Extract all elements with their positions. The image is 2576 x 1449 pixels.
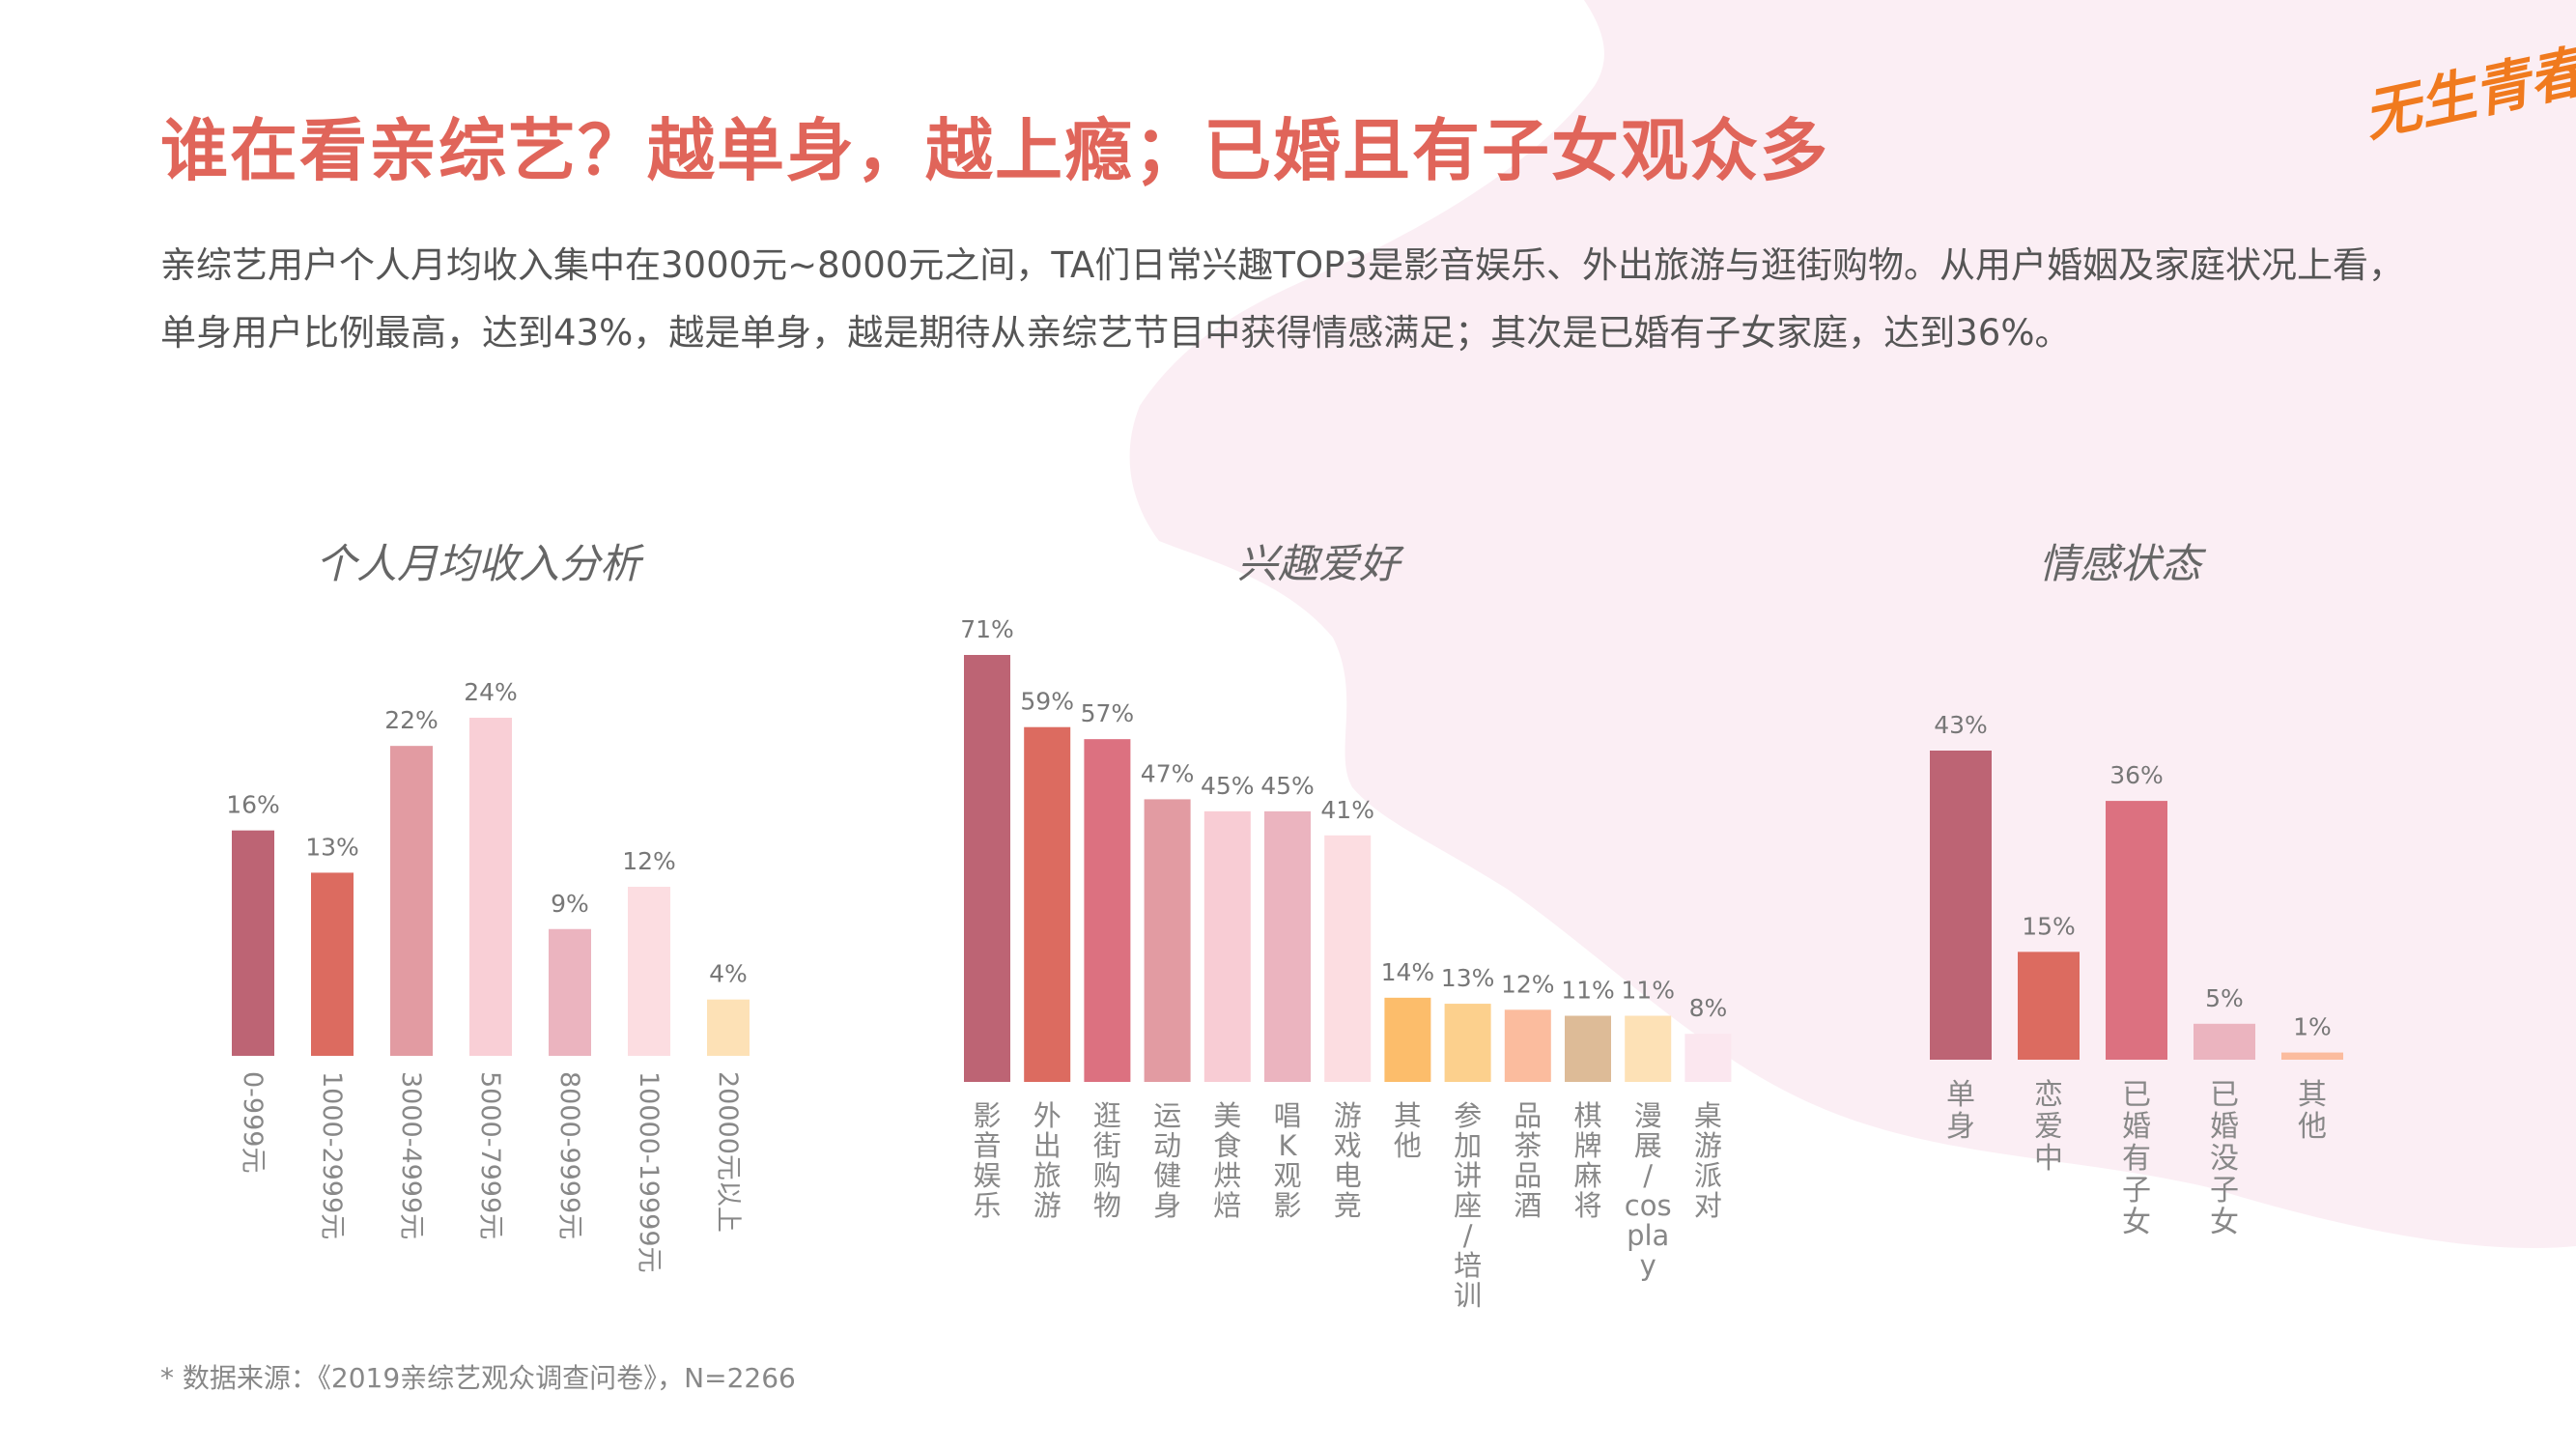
interest-category-label-4: 美食烘焙 <box>1213 1099 1241 1222</box>
income-value-label-1: 13% <box>305 833 359 861</box>
pink-blob-shape <box>1129 0 2576 1248</box>
interest-bar-6 <box>1324 835 1372 1082</box>
interest-value-label-12: 8% <box>1689 994 1728 1022</box>
interest-bar-2 <box>1084 739 1131 1082</box>
emotion-chart-title: 情感状态 <box>2038 540 2202 587</box>
emotion-category-label-2: 已婚有子女 <box>2122 1078 2151 1239</box>
income-bar-0 <box>232 830 274 1056</box>
income-bar-1 <box>311 872 354 1056</box>
emotion-category-label-3: 已婚没子女 <box>2210 1078 2239 1239</box>
interest-bar-12 <box>1684 1034 1732 1082</box>
income-value-label-2: 22% <box>384 706 439 734</box>
interest-category-label-0: 影音娱乐 <box>973 1099 1001 1222</box>
description-line-1: 亲综艺用户个人月均收入集中在3000元~8000元之间，TA们日常兴趣TOP3是… <box>160 244 2404 286</box>
interest-bar-4 <box>1203 810 1251 1082</box>
income-value-label-5: 12% <box>622 847 676 875</box>
emotion-value-label-3: 5% <box>2205 984 2244 1012</box>
income-category-label-0: 0-999元 <box>238 1071 268 1173</box>
data-source-note: * 数据来源：《2019亲综艺观众调查问卷》，N=2266 <box>160 1362 796 1394</box>
emotion-bar-2 <box>2106 801 2167 1060</box>
interest-value-label-11: 11% <box>1621 977 1675 1005</box>
emotion-bar-3 <box>2194 1023 2255 1060</box>
emotion-bar-4 <box>2281 1052 2343 1060</box>
income-category-label-3: 5000-7999元 <box>475 1071 505 1239</box>
emotion-category-label-4: 其他 <box>2298 1078 2327 1144</box>
income-bar-2 <box>390 746 433 1056</box>
emotion-value-label-1: 15% <box>2022 912 2076 940</box>
description: 亲综艺用户个人月均收入集中在3000元~8000元之间，TA们日常兴趣TOP3是… <box>160 232 2517 367</box>
emotion-value-label-0: 43% <box>1934 711 1988 739</box>
income-value-label-3: 24% <box>464 678 518 706</box>
income-bar-5 <box>628 887 670 1056</box>
emotion-bar-1 <box>2018 952 2080 1060</box>
emotion-value-label-4: 1% <box>2293 1013 2332 1041</box>
interest-category-label-10: 棋牌麻将 <box>1573 1099 1601 1222</box>
income-category-label-1: 1000-2999元 <box>317 1071 347 1239</box>
interest-value-label-9: 12% <box>1501 970 1555 998</box>
income-value-label-0: 16% <box>226 791 280 819</box>
interest-chart-title: 兴趣爱好 <box>1236 540 1401 587</box>
interest-bar-3 <box>1144 799 1191 1082</box>
page-title: 谁在看亲综艺？越单身，越上瘾；已婚且有子女观众多 <box>160 111 1829 190</box>
interest-value-label-6: 41% <box>1320 796 1374 824</box>
interest-category-label-5: 唱 K 观影 <box>1273 1099 1301 1222</box>
emotion-value-label-2: 36% <box>2109 761 2164 789</box>
interest-value-label-10: 11% <box>1561 977 1615 1005</box>
income-category-label-5: 10000-19999元 <box>634 1071 664 1273</box>
interest-value-label-1: 59% <box>1020 688 1074 716</box>
income-value-label-4: 9% <box>551 890 589 918</box>
interest-category-label-11: 漫展/cos pla y <box>1625 1099 1672 1282</box>
income-chart-title: 个人月均收入分析 <box>315 540 641 587</box>
interest-bar-7 <box>1384 997 1431 1082</box>
interest-category-label-7: 其他 <box>1394 1099 1422 1162</box>
income-category-label-2: 3000-4999元 <box>396 1071 426 1239</box>
income-bar-6 <box>707 999 750 1056</box>
interest-category-label-8: 参加讲座/培训 <box>1454 1099 1482 1312</box>
interest-category-label-3: 运动健身 <box>1153 1099 1181 1222</box>
interest-value-label-4: 45% <box>1201 772 1255 800</box>
interest-bar-1 <box>1024 726 1071 1082</box>
income-category-label-4: 8000-9999元 <box>554 1071 584 1239</box>
interest-bar-0 <box>964 655 1010 1082</box>
income-bar-3 <box>469 718 512 1056</box>
emotion-category-label-0: 单身 <box>1946 1078 1975 1144</box>
interest-bar-11 <box>1625 1015 1672 1082</box>
interest-category-label-2: 逛街购物 <box>1093 1099 1121 1222</box>
emotion-category-label-1: 恋爱中 <box>2034 1078 2063 1176</box>
interest-category-label-12: 桌游派对 <box>1694 1099 1722 1222</box>
interest-bar-5 <box>1264 810 1311 1082</box>
interest-category-label-6: 游戏电竞 <box>1334 1099 1362 1222</box>
income-category-label-6: 20000元以上 <box>713 1071 743 1233</box>
description-line-2: 单身用户比例最高，达到43%，越是单身，越是期待从亲综艺节目中获得情感满足；其次… <box>160 312 2071 354</box>
interest-value-label-7: 14% <box>1381 958 1435 986</box>
interest-value-label-5: 45% <box>1260 772 1315 800</box>
interest-bar-9 <box>1504 1009 1551 1082</box>
income-bar-4 <box>549 928 591 1056</box>
interest-bar-10 <box>1565 1015 1611 1082</box>
interest-value-label-3: 47% <box>1141 759 1195 787</box>
interest-category-label-9: 品茶品酒 <box>1514 1099 1542 1222</box>
interest-category-label-1: 外出旅游 <box>1033 1099 1062 1222</box>
interest-bar-8 <box>1444 1004 1491 1082</box>
emotion-bar-0 <box>1930 751 1992 1060</box>
income-value-label-6: 4% <box>709 960 748 988</box>
interest-value-label-0: 71% <box>960 615 1014 643</box>
interest-value-label-8: 13% <box>1441 964 1495 992</box>
interest-value-label-2: 57% <box>1081 699 1135 727</box>
